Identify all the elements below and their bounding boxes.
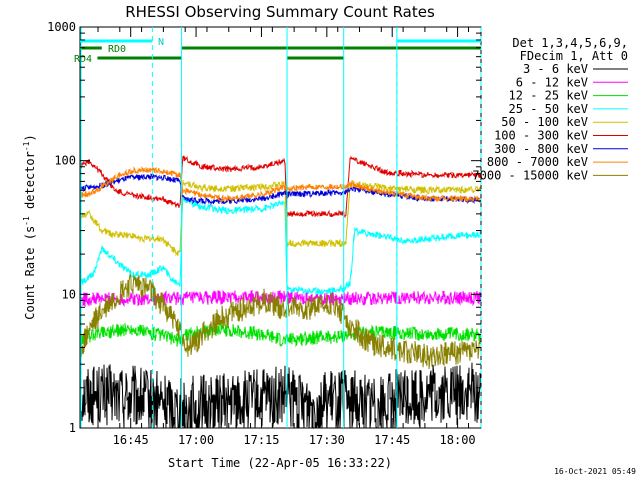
- series-line-6: [80, 155, 481, 219]
- legend-label-1: 3 - 6 keV: [523, 62, 588, 76]
- chart-title: RHESSI Observing Summary Count Rates: [125, 3, 435, 21]
- x-axis-label: Start Time (22-Apr-05 16:33:22): [168, 456, 392, 470]
- legend-label-9: 7000 - 15000 keV: [472, 168, 588, 182]
- y-axis-label: Count Rate (s-1 detector-1): [22, 134, 37, 319]
- x-tick-label: 17:00: [178, 433, 214, 447]
- legend-label-4: 25 - 50 keV: [509, 102, 588, 116]
- y-axis-label-sup2: -1: [22, 141, 31, 151]
- legend-label-8: 800 - 7000 keV: [487, 155, 588, 169]
- y-tick-label: 100: [54, 154, 76, 168]
- legend: Det 1,3,4,5,6,9, FDecim 1, Att 0 3 - 6 k…: [472, 36, 628, 182]
- legend-label-3: 12 - 25 keV: [509, 89, 588, 103]
- x-tick-label: 18:00: [440, 433, 476, 447]
- series-line-4: [80, 196, 481, 296]
- orbit-boundaries: [80, 27, 482, 428]
- state-bars: RD0 RD4 N: [74, 37, 481, 65]
- series-line-9: [80, 273, 481, 370]
- y-axis-label-main: Count Rate (s: [23, 226, 37, 320]
- series-line-3: [80, 322, 481, 348]
- plot-frame: [79, 26, 482, 429]
- series-line-1: [80, 362, 481, 430]
- y-axis-label-mid: detector: [23, 151, 37, 216]
- legend-label-2: 6 - 12 keV: [516, 75, 588, 89]
- y-tick-label: 1: [69, 421, 76, 435]
- series-line-7: [80, 172, 481, 206]
- y-tick-label: 10: [62, 287, 76, 301]
- series-layer: [80, 155, 481, 430]
- y-axis-label-sup: -1: [22, 216, 31, 226]
- x-tick-label: 17:30: [309, 433, 345, 447]
- x-tick-label: 17:15: [243, 433, 279, 447]
- y-axis-label-end: ): [23, 134, 37, 141]
- x-axis: 16:45 17:00 17:15 17:30 17:45 18:00: [97, 27, 476, 447]
- series-line-5: [80, 180, 481, 257]
- y-axis: 1 10 100 1000: [47, 20, 481, 435]
- y-tick-label: 1000: [47, 20, 76, 34]
- state-label-rd4: RD4: [74, 54, 92, 65]
- x-tick-label: 17:45: [374, 433, 410, 447]
- state-label-n: N: [158, 37, 164, 48]
- legend-header-2: FDecim 1, Att 0: [520, 49, 628, 63]
- legend-label-6: 100 - 300 keV: [494, 129, 588, 143]
- legend-label-5: 50 - 100 keV: [501, 115, 588, 129]
- legend-header-1: Det 1,3,4,5,6,9,: [512, 36, 628, 50]
- series-line-8: [80, 166, 481, 203]
- x-tick-label: 16:45: [113, 433, 149, 447]
- series-line-2: [80, 289, 481, 308]
- legend-label-7: 300 - 800 keV: [494, 142, 588, 156]
- state-label-rd0: RD0: [108, 44, 126, 55]
- footer-date: 16-Oct-2021 05:49: [554, 467, 636, 476]
